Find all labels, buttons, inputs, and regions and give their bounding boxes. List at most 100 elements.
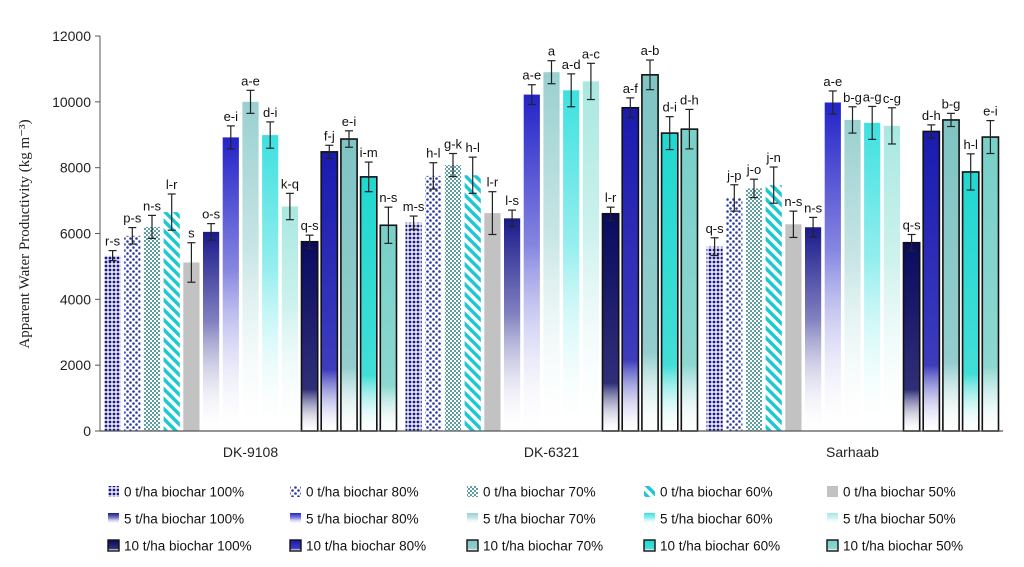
legend-label: 10 t/ha biochar 100% <box>124 539 252 554</box>
legend-swatch <box>644 486 655 497</box>
bar <box>484 213 501 431</box>
significance-label: a-c <box>582 46 601 61</box>
bar <box>902 241 921 432</box>
significance-label: q-s <box>301 218 320 233</box>
bar <box>262 135 279 431</box>
significance-label: j-o <box>746 162 761 177</box>
significance-label: h-l <box>963 137 978 152</box>
bar <box>660 132 679 432</box>
significance-label: a-g <box>863 89 882 104</box>
legend-label: 10 t/ha biochar 80% <box>306 539 426 554</box>
bar <box>961 171 980 432</box>
legend-label: 0 t/ha biochar 80% <box>306 485 419 500</box>
plot-area: 020004000600080001000012000r-sp-sn-sl-rs… <box>52 28 1003 460</box>
bar <box>425 175 442 431</box>
bar <box>320 151 339 432</box>
significance-label: a-b <box>641 43 660 58</box>
y-axis-label: Apparent Water Productivity (kg m⁻³) <box>17 119 33 348</box>
significance-label: m-s <box>403 199 425 214</box>
legend-swatch <box>826 539 839 552</box>
significance-label: j-p <box>726 168 741 183</box>
significance-label: s <box>188 226 195 241</box>
legend-swatch <box>827 513 838 524</box>
legend-label: 0 t/ha biochar 100% <box>124 485 244 500</box>
bar <box>706 246 723 431</box>
bar <box>359 176 378 432</box>
bar <box>242 101 259 431</box>
legend-label: 0 t/ha biochar 50% <box>843 485 956 500</box>
legend-swatch <box>466 539 479 552</box>
x-tick-label: DK-6321 <box>524 444 579 460</box>
bar <box>379 224 398 432</box>
legend-label: 10 t/ha biochar 70% <box>483 539 603 554</box>
y-tick-label: 8000 <box>60 160 91 176</box>
significance-label: d-h <box>922 108 941 123</box>
significance-label: d-i <box>662 100 677 115</box>
significance-label: g-k <box>444 137 463 152</box>
significance-label: b-g <box>843 90 862 105</box>
bar <box>183 262 200 431</box>
bar <box>601 212 620 432</box>
significance-label: e-i <box>224 109 239 124</box>
y-tick-label: 0 <box>83 423 91 439</box>
legend-swatch <box>290 486 301 497</box>
legend-label: 0 t/ha biochar 70% <box>483 485 596 500</box>
y-tick-label: 4000 <box>60 291 91 307</box>
significance-label: l-r <box>605 190 617 205</box>
bar <box>163 212 180 431</box>
bar <box>621 106 640 432</box>
legend-label: 10 t/ha biochar 60% <box>660 539 780 554</box>
legend-label: 0 t/ha biochar 60% <box>660 485 773 500</box>
bar <box>844 119 861 431</box>
significance-label: h-l <box>465 140 480 155</box>
significance-label: d-i <box>263 105 278 120</box>
legend-swatch <box>467 486 478 497</box>
significance-label: e-i <box>342 114 357 129</box>
bar <box>104 255 121 431</box>
x-tick-label: DK-9108 <box>223 444 278 460</box>
significance-label: n-s <box>784 194 803 209</box>
significance-label: l-r <box>487 175 499 190</box>
legend-swatch <box>644 513 655 524</box>
legend: 0 t/ha biochar 100% 0 t/ha biochar 80% 0 t… <box>107 485 963 554</box>
legend-label: 10 t/ha biochar 50% <box>843 539 963 554</box>
significance-label: k-q <box>281 176 299 191</box>
significance-label: e-i <box>983 104 998 119</box>
significance-label: n-s <box>804 200 823 215</box>
legend-swatch <box>289 539 302 552</box>
bar <box>300 240 319 432</box>
bar <box>582 81 599 432</box>
significance-label: f-j <box>324 128 335 143</box>
significance-label: a-e <box>522 68 541 83</box>
bar <box>405 222 422 431</box>
bar <box>745 188 763 431</box>
legend-label: 5 t/ha biochar 60% <box>660 512 773 527</box>
bar <box>563 90 580 431</box>
legend-swatch <box>107 539 120 552</box>
significance-label: b-g <box>942 96 961 111</box>
significance-label: l-s <box>505 193 519 208</box>
legend-swatch <box>108 486 119 497</box>
bar <box>942 119 960 432</box>
legend-swatch <box>643 539 656 552</box>
bar <box>340 138 358 432</box>
legend-label: 5 t/ha biochar 80% <box>306 512 419 527</box>
significance-label: q-s <box>706 221 725 236</box>
y-tick-label: 10000 <box>52 94 91 110</box>
bar <box>444 165 462 432</box>
y-tick-label: 2000 <box>60 357 91 373</box>
legend-swatch <box>467 513 478 524</box>
bar <box>805 227 822 431</box>
significance-label: q-s <box>903 217 922 232</box>
bar <box>864 122 881 432</box>
significance-label: i-m <box>360 145 378 160</box>
legend-label: 5 t/ha biochar 70% <box>483 512 596 527</box>
significance-label: a-d <box>562 57 581 72</box>
bar <box>281 206 298 431</box>
bar <box>124 235 141 431</box>
bar <box>222 137 239 431</box>
x-tick-label: Sarhaab <box>826 444 879 460</box>
bar <box>543 72 560 431</box>
bar <box>203 231 220 431</box>
